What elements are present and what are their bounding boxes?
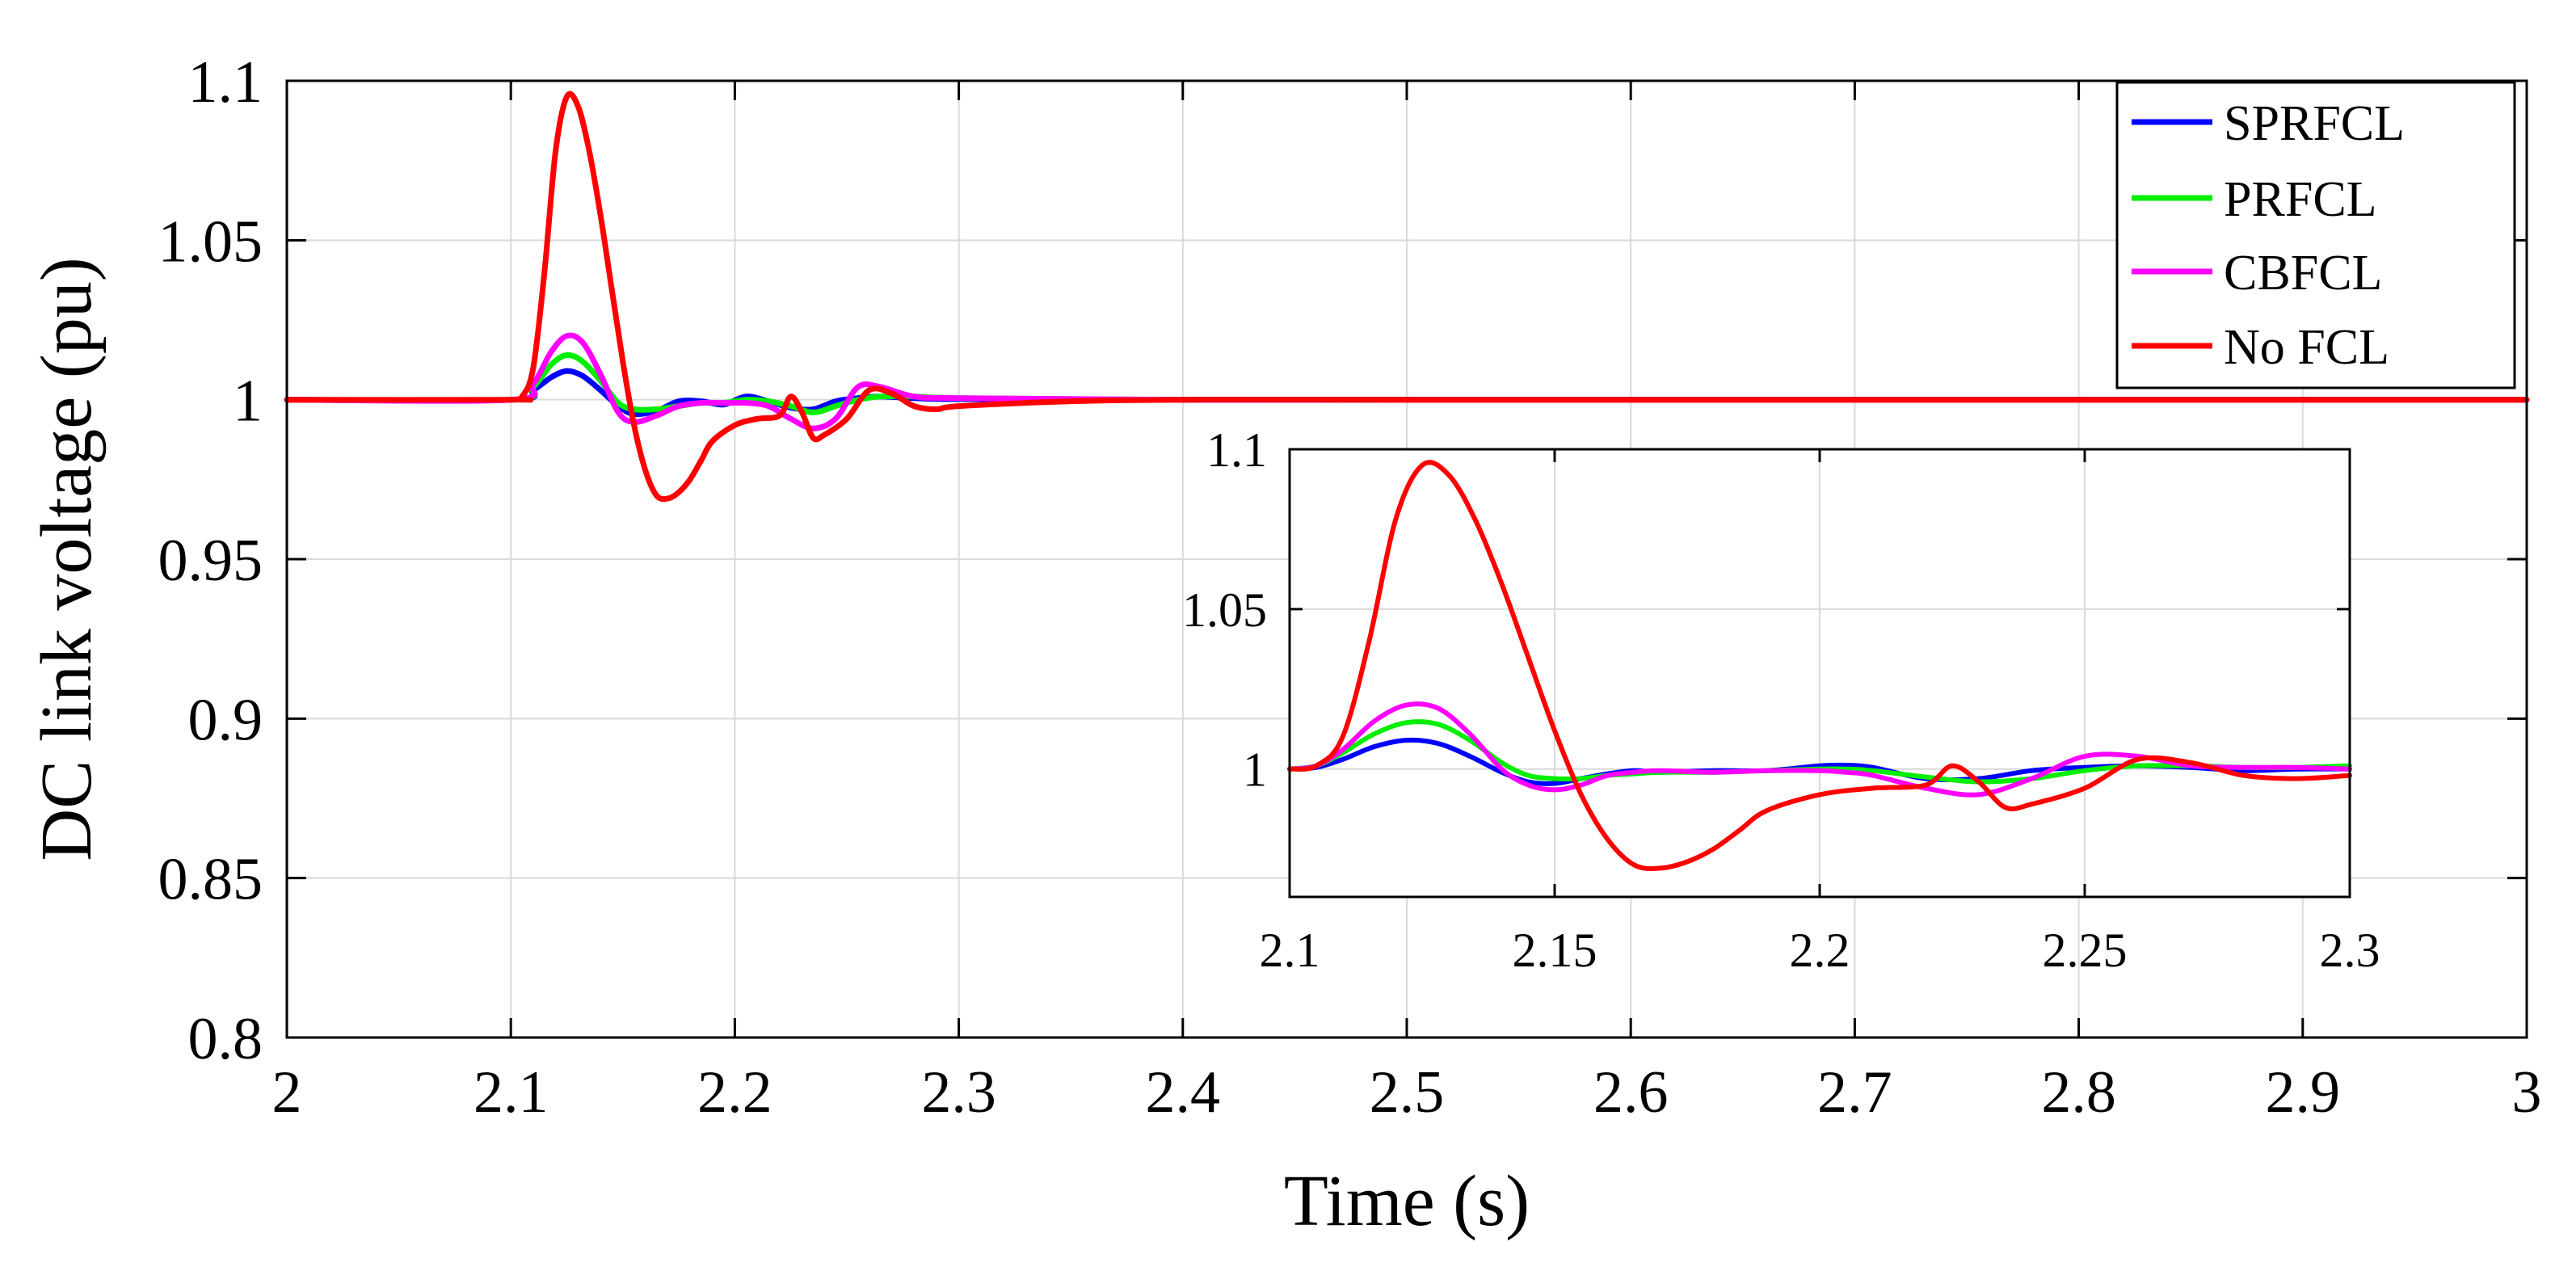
legend-label-sprfcl: SPRFCL xyxy=(2224,96,2405,151)
main-x-tick-label: 3 xyxy=(2512,1059,2542,1126)
legend-label-cbfcl: CBFCL xyxy=(2224,246,2382,301)
inset-series-group xyxy=(1287,460,2352,871)
legend-label-prfcl: PRFCL xyxy=(2224,172,2377,227)
main-y-tick-labels: 0.8 0.85 0.9 0.95 1 1.05 1.1 xyxy=(158,49,263,1072)
inset-y-tick-labels: 1 1.05 1.1 xyxy=(1182,423,1267,797)
main-x-tick-label: 2.7 xyxy=(1817,1059,1892,1126)
main-y-tick-label: 0.9 xyxy=(188,687,263,753)
inset-y-tick-label: 1 xyxy=(1243,743,1267,797)
main-x-tick-label: 2 xyxy=(272,1059,302,1126)
inset-series-line-no-fcl xyxy=(1287,460,2352,871)
y-axis-label: DC link voltage (pu) xyxy=(27,257,107,861)
main-y-tick-label: 1.1 xyxy=(188,49,263,116)
main-y-tick-label: 1 xyxy=(233,368,263,435)
inset-series-line-cbfcl xyxy=(1287,701,2352,798)
main-y-tick-label: 0.95 xyxy=(158,528,263,594)
main-x-tick-label: 2.3 xyxy=(921,1059,996,1126)
main-series-line-no-fcl xyxy=(284,90,2530,503)
legend-box xyxy=(2115,81,2516,389)
main-x-tick-label: 2.2 xyxy=(697,1059,772,1126)
main-x-tick-label: 2.4 xyxy=(1146,1059,1221,1126)
legend: SPRFCL PRFCL CBFCL No FCL xyxy=(2115,81,2516,389)
main-plot-frame xyxy=(285,79,2528,1039)
main-x-tick-label: 2.1 xyxy=(474,1059,549,1126)
inset-plot-frame xyxy=(1288,448,2351,899)
main-y-tick-label: 0.85 xyxy=(158,847,263,913)
x-axis-label: Time (s) xyxy=(1284,1161,1530,1241)
inset-x-tick-label: 2.3 xyxy=(2320,924,2380,977)
main-x-tick-labels: 2 2.1 2.2 2.3 2.4 2.5 2.6 2.7 2.8 2.9 3 xyxy=(272,1059,2542,1126)
inset-x-tick-label: 2.1 xyxy=(1260,924,1320,977)
inset-x-tick-labels: 2.1 2.15 2.2 2.25 2.3 xyxy=(1260,924,2380,977)
inset-plot: 2.1 2.15 2.2 2.25 2.3 1 1.05 1.1 xyxy=(1182,423,2380,977)
inset-y-tick-label: 1.05 xyxy=(1182,583,1267,637)
inset-x-tick-label: 2.25 xyxy=(2043,924,2128,977)
main-x-tick-label: 2.8 xyxy=(2041,1059,2116,1126)
main-series-group xyxy=(284,90,2530,503)
main-x-tick-label: 2.5 xyxy=(1370,1059,1445,1126)
main-y-tick-label: 1.05 xyxy=(158,208,263,275)
main-x-tick-label: 2.9 xyxy=(2266,1059,2341,1126)
legend-label-no-fcl: No FCL xyxy=(2224,320,2389,375)
main-y-tick-label: 0.8 xyxy=(188,1006,263,1072)
inset-y-tick-label: 1.1 xyxy=(1206,423,1267,477)
inset-x-tick-label: 2.2 xyxy=(1790,924,1850,977)
main-x-tick-label: 2.6 xyxy=(1593,1059,1669,1126)
inset-x-tick-label: 2.15 xyxy=(1513,924,1597,977)
